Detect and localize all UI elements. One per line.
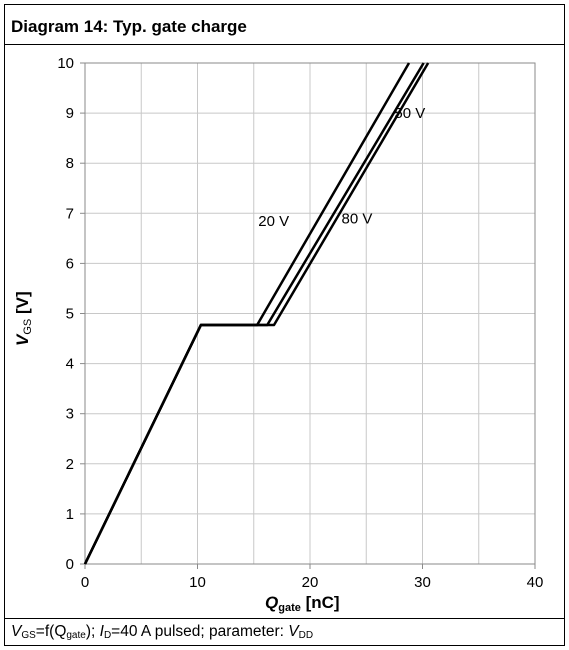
caption-part: =f(Q <box>35 623 67 640</box>
caption-sub: DD <box>298 630 314 641</box>
y-tick-label: 3 <box>66 406 74 423</box>
x-axis-label: Qgate [nC] <box>265 593 340 614</box>
caption-part: =40 A pulsed; parameter: <box>111 623 289 640</box>
y-tick-label: 0 <box>66 556 74 573</box>
y-axis-label: VGS [V] <box>13 291 34 346</box>
y-tick-label: 7 <box>66 205 74 222</box>
caption-sub: gate <box>66 630 86 641</box>
x-tick-label: 30 <box>414 574 431 591</box>
caption-part: ); <box>85 623 100 640</box>
y-tick-label: 2 <box>66 456 74 473</box>
caption-part: I <box>99 623 104 640</box>
caption-bar: VGS=f(Qgate); ID=40 A pulsed; parameter:… <box>5 618 564 645</box>
x-tick-label: 40 <box>527 574 544 591</box>
diagram-frame: Diagram 14: Typ. gate charge VGS=f(Qgate… <box>4 4 565 646</box>
diagram-caption: VGS=f(Qgate); ID=40 A pulsed; parameter:… <box>11 623 313 641</box>
y-tick-label: 6 <box>66 255 74 272</box>
diagram-title: Diagram 14: Typ. gate charge <box>11 17 247 36</box>
x-tick-label: 20 <box>302 574 319 591</box>
y-tick-label: 8 <box>66 155 74 172</box>
series-label: 80 V <box>342 210 373 227</box>
caption-sub: GS <box>21 630 36 641</box>
series-label: 20 V <box>258 213 289 230</box>
y-tick-label: 5 <box>66 306 74 323</box>
y-tick-label: 1 <box>66 506 74 523</box>
series-label: 50 V <box>394 105 425 122</box>
caption-part: V <box>288 623 299 640</box>
caption-part: V <box>11 623 22 640</box>
caption-sub: D <box>103 630 112 641</box>
x-tick-label: 0 <box>81 574 89 591</box>
y-tick-label: 4 <box>66 356 74 373</box>
series-line <box>83 62 430 565</box>
x-tick-label: 10 <box>189 574 206 591</box>
y-tick-label: 9 <box>66 105 74 122</box>
y-tick-label: 10 <box>57 55 74 72</box>
title-bar: Diagram 14: Typ. gate charge <box>5 5 564 45</box>
